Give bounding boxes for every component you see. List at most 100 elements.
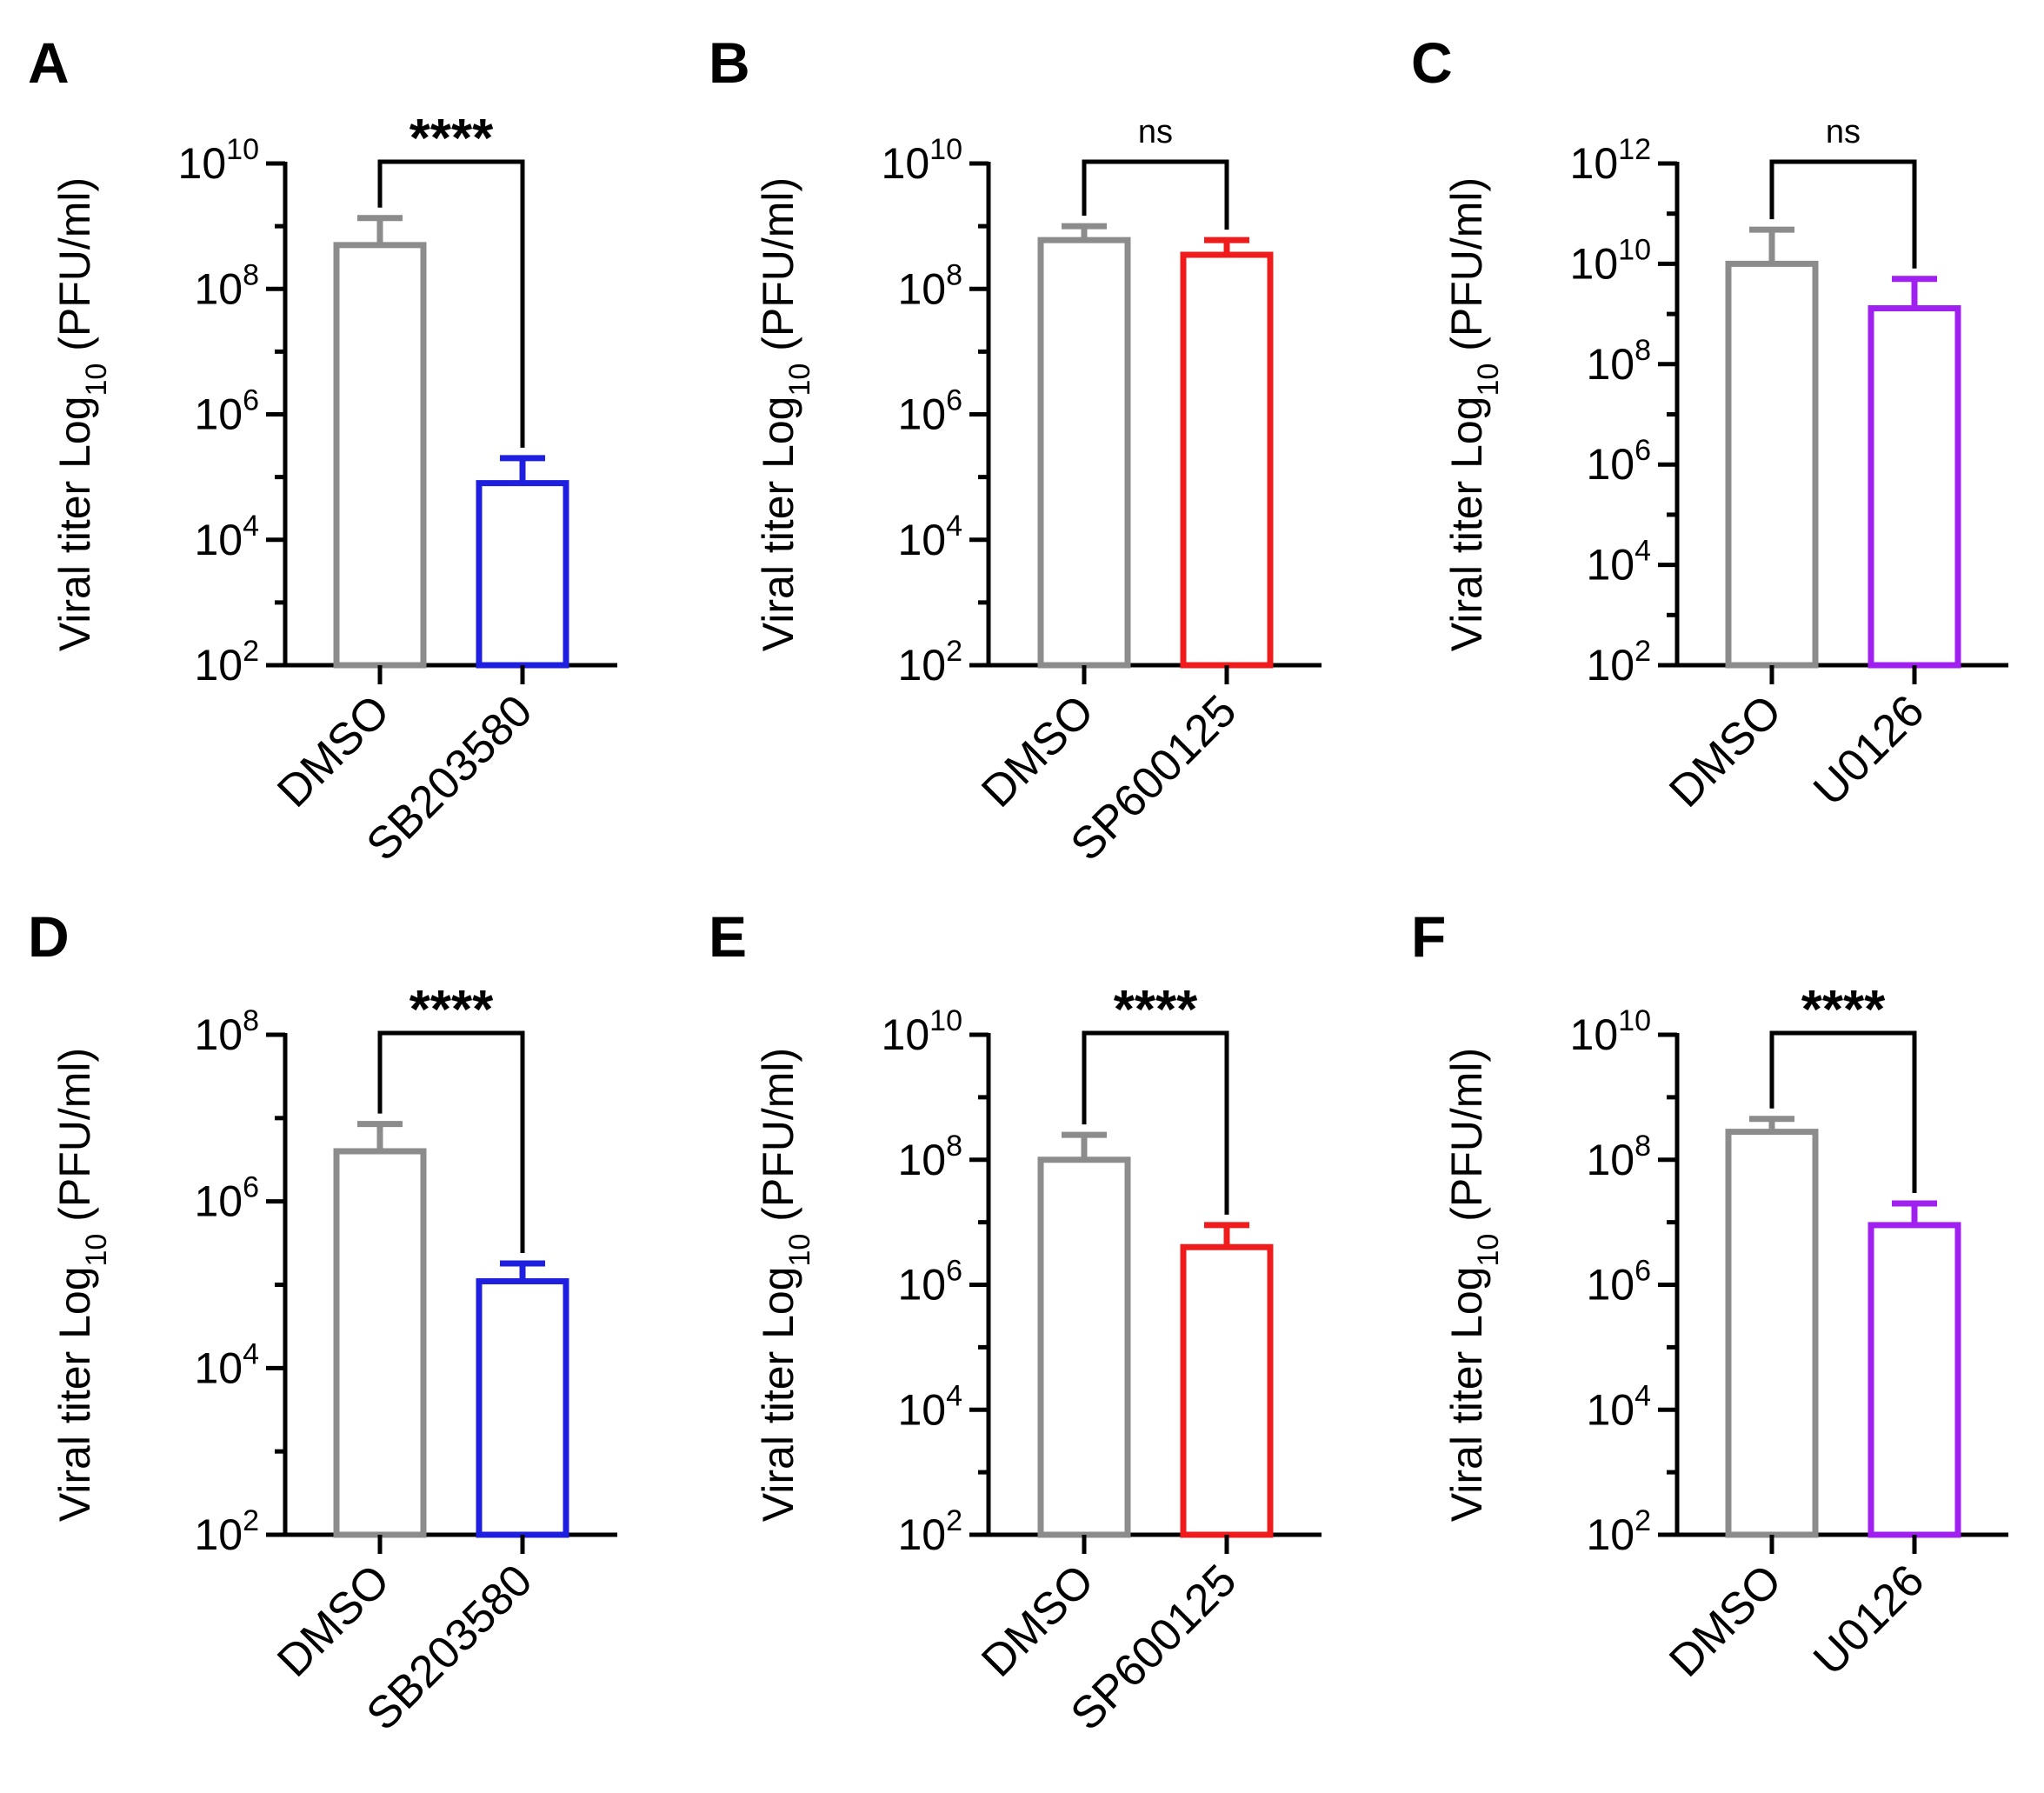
y-tick-label: 102 [194, 635, 259, 690]
category-label: DMSO [972, 685, 1103, 817]
significance-bracket [1082, 159, 1229, 230]
y-tick-label: 108 [897, 258, 962, 313]
y-tick-label: 102 [194, 1504, 259, 1559]
y-axis-title: Viral titer Log10 (PFU/ml) [50, 177, 113, 651]
y-tick-label: 1010 [1570, 1004, 1651, 1059]
category-label: DMSO [268, 685, 399, 817]
y-tick-exponent: 12 [1618, 133, 1651, 166]
y-tick-label: 1010 [178, 133, 259, 188]
y-tick-exponent: 2 [946, 635, 962, 668]
y-tick-label: 106 [897, 1255, 962, 1310]
y-tick-label: 102 [1586, 1504, 1651, 1559]
y-tick-label: 108 [1586, 1130, 1651, 1184]
panel-letter: C [1411, 30, 1453, 95]
y-tick-exponent: 10 [1618, 1004, 1651, 1037]
panel-letter: D [28, 904, 70, 969]
chart-panel-d: D Viral titer Log10 (PFU/ml) 102 104 106 108 D… [28, 904, 617, 1740]
y-tick-exponent: 8 [1635, 334, 1651, 367]
y-tick-exponent: 10 [226, 133, 259, 166]
y-tick-exponent: 4 [946, 1379, 962, 1412]
bar-u0126 [1868, 1222, 1961, 1538]
y-tick-exponent: 4 [243, 1337, 259, 1370]
y-tick-label: 106 [194, 384, 259, 439]
y-tick-label: 1010 [882, 133, 962, 188]
category-label: U0126 [1804, 685, 1934, 815]
significance-bracket [377, 159, 525, 448]
significance-label: ns [1138, 114, 1173, 150]
y-tick-label: 1010 [882, 1004, 962, 1059]
bar-dmso [1725, 260, 1819, 669]
y-tick-label: 108 [194, 258, 259, 313]
y-tick-exponent: 8 [946, 258, 962, 291]
y-tick-label: 104 [1586, 1379, 1651, 1434]
bar-dmso [1725, 1129, 1819, 1538]
y-axis-title: Viral titer Log10 (PFU/ml) [754, 1048, 816, 1522]
y-tick-label: 104 [897, 1379, 962, 1434]
y-tick-exponent: 6 [1635, 1255, 1651, 1288]
y-tick-exponent: 4 [946, 510, 962, 543]
category-label: DMSO [972, 1555, 1103, 1686]
y-tick-exponent: 4 [1635, 1379, 1651, 1412]
panel-letter: A [28, 30, 70, 95]
y-tick-label: 106 [194, 1171, 259, 1226]
y-tick-exponent: 2 [243, 1504, 259, 1537]
y-tick-label: 102 [1586, 635, 1651, 690]
y-tick-exponent: 6 [1635, 434, 1651, 467]
category-label: DMSO [268, 1555, 399, 1686]
significance-bracket [1769, 1030, 1917, 1193]
y-tick-label: 108 [194, 1004, 259, 1059]
y-tick-label: 104 [194, 510, 259, 564]
y-axis-title: Viral titer Log10 (PFU/ml) [1442, 1048, 1505, 1522]
y-tick-label: 106 [897, 384, 962, 439]
bar-sp600125 [1180, 251, 1274, 669]
significance-bracket [377, 1030, 525, 1254]
bar-dmso [333, 1148, 427, 1538]
y-tick-label: 1012 [1570, 133, 1651, 188]
y-tick-exponent: 6 [243, 384, 259, 417]
y-tick-exponent: 8 [243, 1004, 259, 1037]
significance-label: ns [1826, 114, 1861, 150]
chart-panel-c: C Viral titer Log10 (PFU/ml) 102 104 106 108 1… [1411, 30, 2008, 817]
bar-sb203580 [476, 480, 569, 669]
y-tick-label: 104 [1586, 535, 1651, 590]
category-label: DMSO [1660, 1555, 1791, 1686]
bar-u0126 [1868, 305, 1961, 669]
y-tick-exponent: 6 [946, 384, 962, 417]
category-label: U0126 [1804, 1555, 1934, 1684]
significance-bracket [1082, 1030, 1229, 1215]
y-tick-exponent: 6 [946, 1255, 962, 1288]
y-axis-title: Viral titer Log10 (PFU/ml) [1442, 177, 1505, 651]
y-tick-label: 102 [897, 1504, 962, 1559]
y-tick-label: 108 [1586, 334, 1651, 389]
bar-dmso [1037, 1156, 1131, 1538]
panel-letter: B [709, 30, 750, 95]
significance-label: **** [409, 980, 494, 1040]
y-axis-title: Viral titer Log10 (PFU/ml) [754, 177, 816, 651]
y-tick-exponent: 10 [929, 133, 962, 166]
significance-bracket [1769, 159, 1917, 269]
y-tick-exponent: 6 [243, 1171, 259, 1204]
y-tick-exponent: 8 [1635, 1130, 1651, 1163]
y-tick-exponent: 2 [1635, 635, 1651, 668]
y-tick-label: 106 [1586, 1255, 1651, 1310]
bar-dmso [1037, 237, 1131, 669]
y-tick-exponent: 4 [1635, 535, 1651, 568]
y-tick-label: 104 [194, 1337, 259, 1392]
y-tick-label: 104 [897, 510, 962, 564]
y-tick-label: 106 [1586, 434, 1651, 489]
y-tick-exponent: 2 [243, 635, 259, 668]
significance-label: **** [1114, 980, 1198, 1040]
y-tick-exponent: 2 [1635, 1504, 1651, 1537]
y-tick-exponent: 10 [929, 1004, 962, 1037]
category-label: DMSO [1660, 685, 1791, 817]
y-tick-label: 102 [897, 635, 962, 690]
bar-sp600125 [1180, 1243, 1274, 1538]
panel-letter: F [1411, 904, 1446, 969]
y-axis-title: Viral titer Log10 (PFU/ml) [50, 1048, 113, 1522]
significance-label: **** [409, 109, 494, 169]
